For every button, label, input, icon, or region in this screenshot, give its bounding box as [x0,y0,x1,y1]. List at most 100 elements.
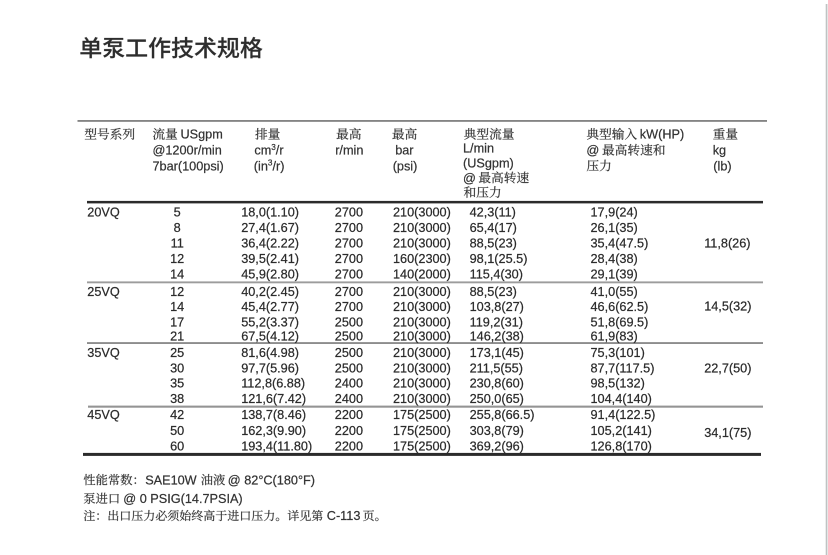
svg-text:2200: 2200 [335,439,363,453]
svg-text:210(3000): 210(3000) [393,392,451,406]
svg-text:2400: 2400 [335,392,363,406]
svg-text:2700: 2700 [335,237,363,251]
svg-text:25: 25 [170,346,184,360]
svg-text:2700: 2700 [335,206,363,220]
svg-text:61,9(83): 61,9(83) [591,330,638,344]
svg-text:26,1(35): 26,1(35) [591,221,638,235]
svg-text:38: 38 [170,392,184,406]
svg-text:41,0(55): 41,0(55) [591,285,638,299]
svg-text:8: 8 [174,221,181,235]
svg-text:2700: 2700 [335,252,363,266]
svg-text:35: 35 [170,377,184,391]
svg-text:210(3000): 210(3000) [393,206,451,220]
svg-text:/r: /r [276,144,285,158]
svg-text:14: 14 [170,267,184,281]
svg-text:173,1(45): 173,1(45) [470,346,524,360]
svg-text:2700: 2700 [335,221,363,235]
svg-text:98,1(25.5): 98,1(25.5) [470,252,528,266]
svg-text:14: 14 [170,300,184,314]
svg-text:2500: 2500 [335,315,363,329]
svg-text:45VQ: 45VQ [87,408,120,422]
svg-text:2500: 2500 [335,361,363,375]
svg-text:30: 30 [170,361,184,375]
svg-text:255,8(66.5): 255,8(66.5) [470,408,535,422]
svg-text:112,8(6.88): 112,8(6.88) [241,377,305,391]
svg-text:(psi): (psi) [393,159,418,173]
svg-text:119,2(31): 119,2(31) [470,315,523,329]
svg-text:(in: (in [254,159,268,173]
svg-text:27,4(1.67): 27,4(1.67) [241,221,299,235]
svg-text:211,5(55): 211,5(55) [470,361,523,375]
svg-text:cm: cm [254,144,271,158]
svg-text:5: 5 [174,206,181,220]
svg-text:146,2(38): 146,2(38) [470,330,524,344]
svg-text:2200: 2200 [335,424,363,438]
svg-text:3: 3 [268,159,273,168]
svg-text:98,5(132): 98,5(132) [591,377,645,391]
svg-text:34,1(75): 34,1(75) [704,426,751,440]
svg-text:138,7(8.46): 138,7(8.46) [241,408,306,422]
svg-text:51,8(69.5): 51,8(69.5) [591,315,649,329]
svg-text:75,3(101): 75,3(101) [591,346,645,360]
svg-text:45,4(2.77): 45,4(2.77) [241,300,299,314]
svg-text:210(3000): 210(3000) [393,346,451,360]
svg-text:/r): /r) [273,159,285,173]
svg-text:(lb): (lb) [713,159,731,173]
svg-text:2200: 2200 [335,408,363,422]
svg-text:55,2(3.37): 55,2(3.37) [241,315,299,329]
svg-text:25VQ: 25VQ [87,285,120,299]
svg-text:193,4(11.80): 193,4(11.80) [241,439,312,453]
svg-text:35VQ: 35VQ [87,346,120,360]
svg-text:@1200r/min: @1200r/min [153,144,222,158]
svg-text:42,3(11): 42,3(11) [470,206,516,220]
svg-text:175(2500): 175(2500) [393,424,451,438]
svg-text:126,8(170): 126,8(170) [591,439,652,453]
svg-text:210(3000): 210(3000) [393,221,451,235]
svg-text:369,2(96): 369,2(96) [470,439,524,453]
svg-text:230,8(60): 230,8(60) [470,377,524,391]
svg-text:210(3000): 210(3000) [393,361,451,375]
svg-text:18,0(1.10): 18,0(1.10) [241,206,299,220]
svg-text:bar: bar [395,144,414,158]
svg-text:45,9(2.80): 45,9(2.80) [241,267,299,281]
svg-text:17: 17 [170,315,184,329]
svg-text:USgpm: USgpm [181,128,223,142]
svg-text:210(3000): 210(3000) [393,285,451,299]
svg-text:303,8(79): 303,8(79) [470,424,524,438]
svg-text:36,4(2.22): 36,4(2.22) [241,237,299,251]
svg-text:60: 60 [170,439,184,453]
svg-text:115,4(30): 115,4(30) [470,267,523,281]
svg-text:12: 12 [170,285,184,299]
svg-text:210(3000): 210(3000) [393,300,451,314]
svg-text:r/min: r/min [335,144,363,158]
svg-text:39,5(2.41): 39,5(2.41) [241,252,299,266]
svg-text:@: @ [586,144,599,158]
svg-text:28,4(38): 28,4(38) [591,252,638,266]
svg-text:7bar(100psi): 7bar(100psi) [153,159,224,173]
svg-text:20VQ: 20VQ [87,206,120,220]
svg-text:250,0(65): 250,0(65) [470,392,524,406]
svg-text:162,3(9.90): 162,3(9.90) [241,424,306,438]
svg-text:kW(HP): kW(HP) [640,128,684,142]
svg-text:@ 0 PSIG(14.7PSIA): @ 0 PSIG(14.7PSIA) [123,492,242,506]
svg-text:22,7(50): 22,7(50) [704,361,751,375]
svg-text:210(3000): 210(3000) [393,237,451,251]
svg-text:40,2(2.45): 40,2(2.45) [241,285,299,299]
svg-text:SAE10W: SAE10W [145,473,196,487]
svg-text:2700: 2700 [335,285,363,299]
svg-text:2400: 2400 [335,377,363,391]
svg-text:175(2500): 175(2500) [393,408,451,422]
svg-text:12: 12 [170,252,184,266]
svg-text:87,7(117.5): 87,7(117.5) [591,361,655,375]
svg-text:210(3000): 210(3000) [393,377,451,391]
svg-text:17,9(24): 17,9(24) [591,206,638,220]
svg-text:88,5(23): 88,5(23) [470,285,517,299]
svg-text:14,5(32): 14,5(32) [704,300,751,314]
svg-text:11,8(26): 11,8(26) [704,237,750,251]
svg-text:81,6(4.98): 81,6(4.98) [241,346,299,360]
svg-text:104,4(140): 104,4(140) [591,392,652,406]
svg-text:160(2300): 160(2300) [393,252,451,266]
svg-text:2500: 2500 [335,346,363,360]
svg-text:88,5(23): 88,5(23) [470,237,517,251]
svg-text:@: @ [463,171,476,185]
